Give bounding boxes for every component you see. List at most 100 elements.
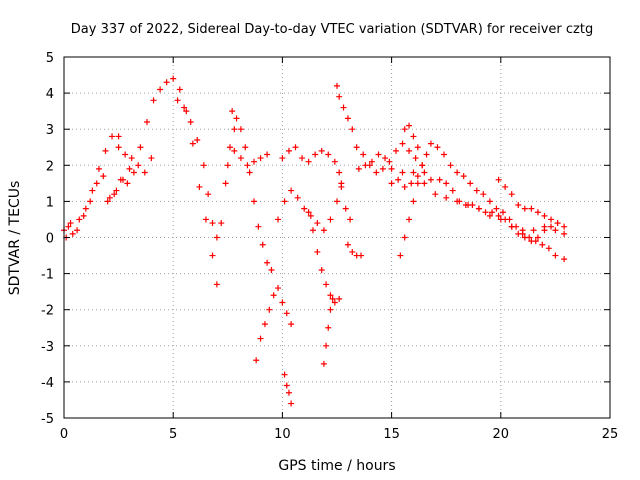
series-arc-16 <box>344 241 365 259</box>
data-point <box>202 216 209 223</box>
data-point <box>473 187 480 194</box>
chart-title: Day 337 of 2022, Sidereal Day-to-day VTE… <box>71 22 593 37</box>
y-tick-label: -1 <box>41 268 54 283</box>
data-point <box>552 227 559 234</box>
data-point <box>237 126 244 133</box>
data-point <box>502 216 509 223</box>
data-point <box>80 212 87 219</box>
data-point <box>495 176 502 183</box>
x-tick-label: 20 <box>493 427 510 442</box>
data-point <box>124 180 131 187</box>
data-point <box>259 241 266 248</box>
data-point <box>421 169 428 176</box>
data-point <box>111 191 118 198</box>
data-point <box>375 151 382 158</box>
series-arc-23 <box>436 176 568 245</box>
data-point <box>323 342 330 349</box>
data-point <box>266 306 273 313</box>
data-point <box>347 216 354 223</box>
data-point <box>314 220 321 227</box>
axis-ticks: 0 5 10 15 20 25 -5 -4 -3 -2 -1 0 1 2 3 4 5 <box>41 51 618 442</box>
y-axis-label: SDTVAR / TECUs <box>7 181 23 296</box>
data-point <box>386 158 393 165</box>
data-point <box>406 147 413 154</box>
data-point <box>307 212 314 219</box>
series-arc-13 <box>320 295 336 367</box>
data-point <box>285 389 292 396</box>
series-arc-1 <box>61 133 122 237</box>
data-point <box>427 140 434 147</box>
data-point <box>382 155 389 162</box>
data-point <box>233 115 240 122</box>
data-point <box>414 180 421 187</box>
data-point <box>401 183 408 190</box>
data-point <box>231 126 238 133</box>
data-point <box>305 158 312 165</box>
data-point <box>261 321 268 328</box>
data-point <box>237 155 244 162</box>
data-point <box>338 180 345 187</box>
series-arc-4 <box>115 144 155 176</box>
data-point <box>314 248 321 255</box>
data-point <box>447 162 454 169</box>
data-point <box>561 223 568 230</box>
data-point <box>489 209 496 216</box>
series-arc-14 <box>334 82 356 133</box>
data-point <box>205 191 212 198</box>
data-point <box>224 162 231 169</box>
data-point <box>368 158 375 165</box>
data-point <box>475 205 482 212</box>
data-point <box>325 151 332 158</box>
data-point <box>493 205 500 212</box>
data-point <box>499 209 506 216</box>
data-point <box>270 292 277 299</box>
data-point <box>218 220 225 227</box>
data-point <box>327 292 334 299</box>
data-point <box>126 165 133 172</box>
data-point <box>196 183 203 190</box>
series-arc-6 <box>229 108 275 273</box>
data-point <box>130 169 137 176</box>
data-point <box>251 158 258 165</box>
data-point <box>135 162 142 169</box>
data-point <box>93 180 100 187</box>
data-point <box>128 155 135 162</box>
data-point <box>421 180 428 187</box>
data-point <box>410 133 417 140</box>
y-tick-label: 4 <box>46 87 54 102</box>
data-point <box>106 194 113 201</box>
data-point <box>275 285 282 292</box>
data-point <box>281 198 288 205</box>
data-point <box>257 335 264 342</box>
data-point <box>534 234 541 241</box>
data-points <box>61 75 568 407</box>
data-point <box>174 97 181 104</box>
series-arc-17 <box>353 140 426 176</box>
data-point <box>414 144 421 151</box>
data-point <box>355 165 362 172</box>
data-point <box>183 108 190 115</box>
data-point <box>554 220 561 227</box>
y-tick-label: 2 <box>46 159 54 174</box>
data-point <box>209 252 216 259</box>
series-arc-5 <box>174 97 238 241</box>
data-point <box>141 169 148 176</box>
data-point <box>460 173 467 180</box>
data-point <box>414 173 421 180</box>
data-point <box>242 144 249 151</box>
data-point <box>410 169 417 176</box>
data-point <box>545 245 552 252</box>
data-point <box>401 234 408 241</box>
data-point <box>143 118 150 125</box>
data-point <box>231 147 238 154</box>
data-point <box>530 227 537 234</box>
data-point <box>432 191 439 198</box>
data-point <box>408 180 415 187</box>
data-point <box>95 165 102 172</box>
data-point <box>502 183 509 190</box>
data-point <box>388 165 395 172</box>
data-point <box>275 216 282 223</box>
series-arc-21 <box>388 169 568 237</box>
